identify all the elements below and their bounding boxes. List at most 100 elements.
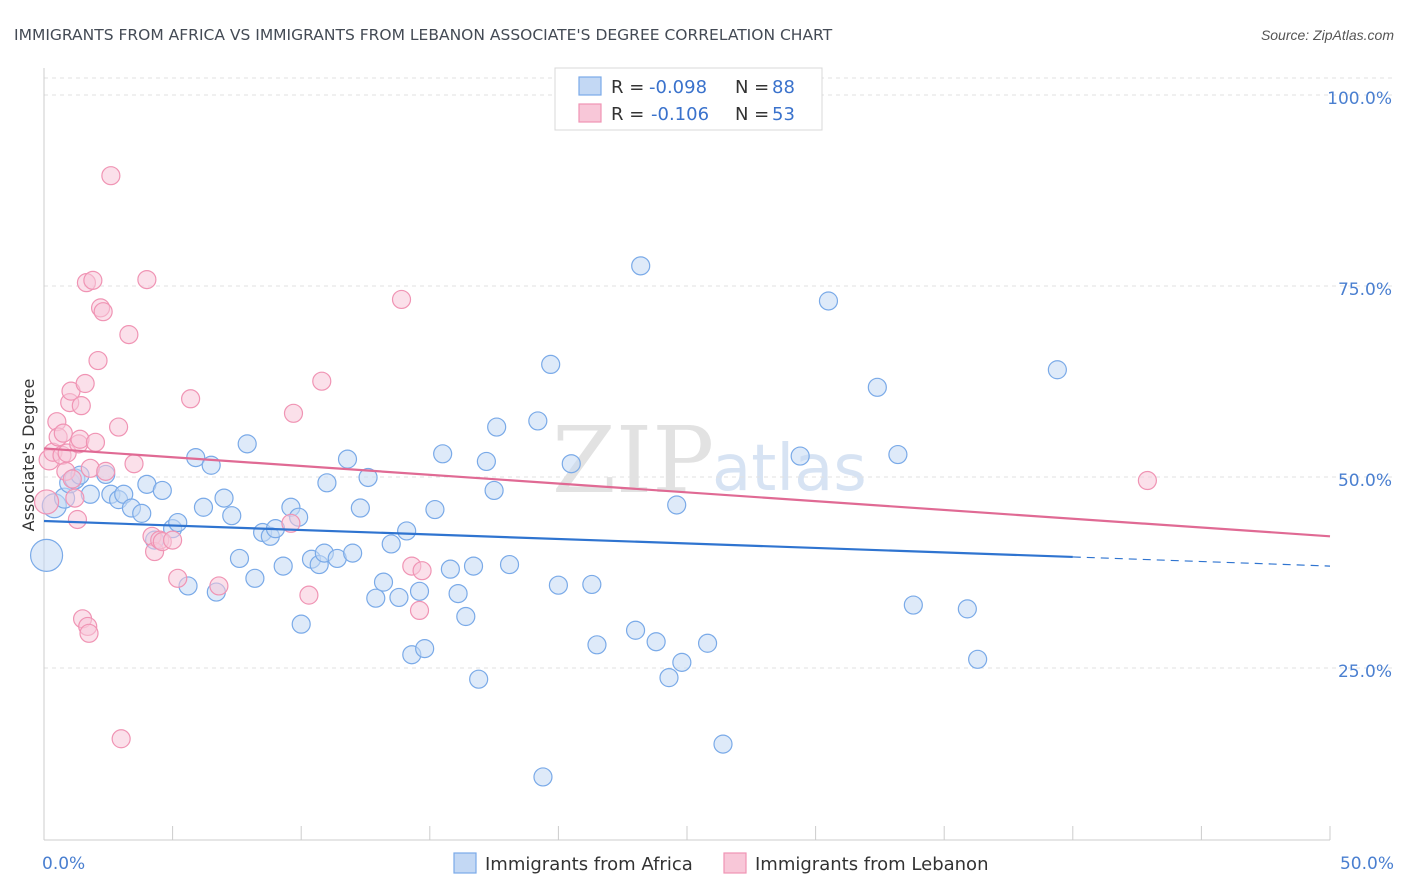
legend-n-label-lebanon: N = xyxy=(735,104,769,125)
point-lebanon-33 xyxy=(124,454,144,474)
point-africa-55 xyxy=(448,583,468,604)
point-africa-76 xyxy=(697,633,718,653)
point-lebanon-40 xyxy=(168,568,188,588)
point-africa-77 xyxy=(713,734,733,754)
legend-r-label-lebanon: R = xyxy=(611,104,644,125)
point-africa-65 xyxy=(541,354,561,374)
trend-line-africa xyxy=(43,519,1073,559)
y-tick-label-100: 100.0% xyxy=(1327,89,1392,109)
point-lebanon-25 xyxy=(88,350,108,371)
point-lebanon-29 xyxy=(101,166,121,186)
point-africa-12 xyxy=(132,503,152,523)
point-africa-0 xyxy=(29,538,64,573)
legend-r-label-africa: R = xyxy=(611,77,644,98)
point-africa-56 xyxy=(456,606,476,627)
point-africa-46 xyxy=(381,534,401,554)
chart-title: IMMIGRANTS FROM AFRICA VS IMMIGRANTS FRO… xyxy=(14,26,833,44)
point-lebanon-41 xyxy=(181,389,201,409)
point-lebanon-39 xyxy=(163,530,183,550)
point-africa-73 xyxy=(659,668,679,688)
x-tick-label-max: 50.0% xyxy=(1340,854,1394,874)
y-tick-label-25: 25.0% xyxy=(1338,662,1392,682)
trend-lines xyxy=(43,447,1331,567)
point-africa-42 xyxy=(350,498,370,518)
legend-n-value-lebanon: 53 xyxy=(772,104,795,125)
point-lebanon-13 xyxy=(67,509,88,530)
legend-r-value-africa: -0.098 xyxy=(649,77,707,98)
point-africa-41 xyxy=(343,543,363,563)
point-lebanon-12 xyxy=(65,488,85,508)
point-lebanon-22 xyxy=(80,458,100,478)
point-lebanon-32 xyxy=(119,325,139,345)
point-lebanon-47 xyxy=(391,289,412,310)
point-africa-74 xyxy=(667,495,687,515)
point-africa-83 xyxy=(957,599,977,619)
point-lebanon-16 xyxy=(71,396,91,416)
point-africa-69 xyxy=(587,635,607,655)
trend-line-africa-extension xyxy=(1072,556,1331,567)
point-lebanon-43 xyxy=(281,513,301,533)
point-lebanon-18 xyxy=(75,373,95,394)
series-legend-label-lebanon: Immigrants from Lebanon xyxy=(755,854,988,875)
point-africa-67 xyxy=(561,454,581,474)
point-africa-60 xyxy=(484,480,504,501)
point-africa-78 xyxy=(790,446,810,466)
point-lebanon-30 xyxy=(111,729,131,749)
x-tick-label-min: 0.0% xyxy=(42,854,85,874)
series-legend-swatch-africa xyxy=(453,852,477,874)
point-africa-45 xyxy=(373,572,394,592)
point-africa-85 xyxy=(1047,360,1067,380)
point-africa-34 xyxy=(291,614,311,634)
point-lebanon-34 xyxy=(137,269,157,290)
y-tick-label-50: 50.0% xyxy=(1338,471,1392,491)
point-africa-59 xyxy=(476,451,496,472)
point-africa-38 xyxy=(317,473,337,493)
point-africa-27 xyxy=(245,568,265,588)
point-africa-15 xyxy=(152,480,172,501)
watermark: ZIP atlas xyxy=(552,407,867,514)
point-lebanon-21 xyxy=(79,623,99,643)
point-africa-72 xyxy=(646,632,666,652)
y-tick-label-75: 75.0% xyxy=(1338,280,1392,300)
point-lebanon-42 xyxy=(209,576,229,596)
watermark-atlas: atlas xyxy=(712,432,867,506)
point-africa-26 xyxy=(237,434,257,454)
legend-n-label-africa: N = xyxy=(735,77,769,98)
point-africa-51 xyxy=(415,639,435,659)
point-lebanon-28 xyxy=(96,461,116,481)
point-lebanon-44 xyxy=(283,403,304,423)
chart-source: Source: ZipAtlas.com xyxy=(1261,27,1394,43)
point-africa-70 xyxy=(625,620,646,640)
point-lebanon-6 xyxy=(53,423,73,443)
y-tick-labels: 100.0% 75.0% 50.0% 25.0% xyxy=(1327,89,1392,682)
point-africa-79 xyxy=(818,291,839,311)
point-africa-64 xyxy=(533,767,553,787)
legend-swatch-africa xyxy=(578,76,602,96)
point-africa-66 xyxy=(548,575,569,595)
data-points xyxy=(29,166,1157,787)
point-lebanon-11 xyxy=(62,469,82,489)
point-africa-44 xyxy=(366,588,386,608)
point-africa-23 xyxy=(214,488,234,508)
point-africa-52 xyxy=(425,499,445,520)
point-africa-75 xyxy=(672,652,692,672)
point-africa-47 xyxy=(389,587,409,608)
point-lebanon-31 xyxy=(108,417,129,437)
point-africa-81 xyxy=(888,444,908,465)
point-africa-53 xyxy=(433,444,453,464)
point-lebanon-45 xyxy=(299,585,319,605)
point-lebanon-46 xyxy=(312,371,332,391)
point-africa-40 xyxy=(337,449,358,469)
point-africa-82 xyxy=(903,595,923,615)
legend-swatch-lebanon xyxy=(578,103,602,123)
point-lebanon-50 xyxy=(412,561,432,581)
point-africa-84 xyxy=(968,649,988,669)
series-legend-label-africa: Immigrants from Africa xyxy=(485,854,693,875)
series-legend: Immigrants from Africa Immigrants from L… xyxy=(453,852,988,875)
point-africa-62 xyxy=(499,554,520,575)
point-africa-71 xyxy=(631,256,651,276)
point-africa-24 xyxy=(222,506,242,526)
y-axis-label: Associate's Degree xyxy=(19,379,38,532)
point-africa-58 xyxy=(469,669,489,689)
legend-r-value-lebanon: -0.106 xyxy=(651,104,709,125)
